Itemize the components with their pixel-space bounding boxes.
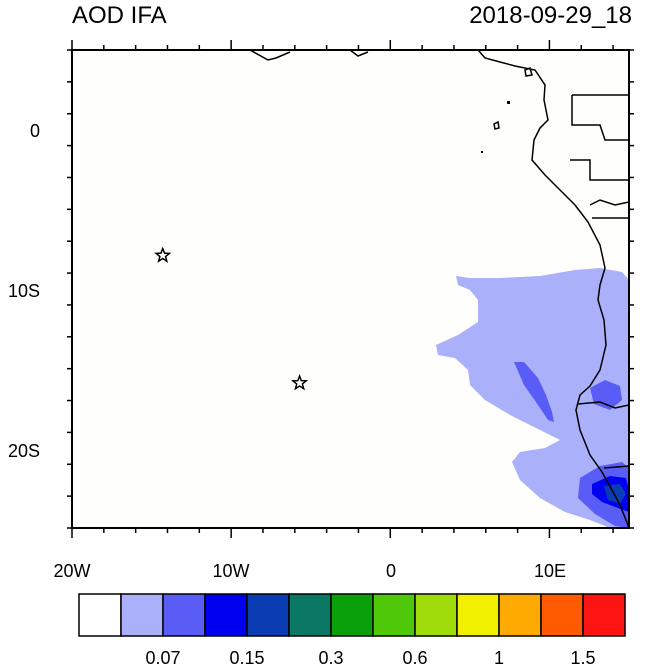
colorbar-swatch [456, 593, 500, 637]
coastline-north [249, 49, 369, 61]
country-border-2 [570, 159, 629, 181]
colorbar-swatch [204, 593, 248, 637]
island-2 [493, 120, 500, 130]
colorbar-labels: 0.07 0.15 0.3 0.6 1 1.5 [145, 648, 595, 667]
colorbar-swatch [120, 593, 164, 637]
axis-labels: 20W 10W 0 10E 0 10S 20S [8, 121, 566, 581]
colorbar-swatch [246, 593, 290, 637]
aod-contour-top [604, 484, 626, 504]
coastlines [249, 49, 630, 529]
island-dot-1 [507, 101, 510, 104]
aod-contour-mid-a [514, 362, 554, 422]
coastline-africa [477, 49, 630, 529]
lon-label-10e: 10E [534, 561, 566, 581]
country-border-1 [571, 94, 629, 141]
aod-contour-low [436, 268, 629, 528]
station-markers [154, 246, 309, 391]
colorbar-swatch [498, 593, 542, 637]
colorbar-swatch [582, 593, 626, 637]
lat-label-10s: 10S [8, 281, 40, 301]
station-star-icon [290, 373, 309, 391]
lon-label-0: 0 [386, 561, 396, 581]
colorbar-swatch [330, 593, 374, 637]
lon-label-10w: 10W [212, 561, 249, 581]
colorbar-label-5: 1.5 [570, 648, 595, 667]
lat-label-20s: 20S [8, 441, 40, 461]
map-title: AOD IFA [72, 2, 167, 29]
island-1 [524, 66, 533, 77]
colorbar-swatch [540, 593, 584, 637]
colorbar-label-4: 1 [494, 648, 504, 667]
colorbar [78, 593, 626, 637]
map-datetime: 2018-09-29_18 [469, 2, 632, 29]
lat-label-0: 0 [30, 121, 40, 141]
lon-label-20w: 20W [53, 561, 90, 581]
country-border-3 [589, 199, 630, 219]
colorbar-label-3: 0.6 [402, 648, 427, 667]
island-dot-2 [481, 151, 483, 153]
station-star-icon [154, 246, 172, 263]
colorbar-label-0: 0.07 [145, 648, 180, 667]
colorbar-swatch [414, 593, 458, 637]
colorbar-label-1: 0.15 [229, 648, 264, 667]
colorbar-swatch [162, 593, 206, 637]
country-border-4 [577, 401, 630, 409]
colorbar-swatch [78, 593, 122, 637]
plot-frame [71, 49, 630, 529]
country-border-5 [603, 465, 630, 469]
colorbar-label-2: 0.3 [318, 648, 343, 667]
colorbar-swatch [372, 593, 416, 637]
axis-ticks [67, 40, 634, 538]
colorbar-swatch [288, 593, 332, 637]
